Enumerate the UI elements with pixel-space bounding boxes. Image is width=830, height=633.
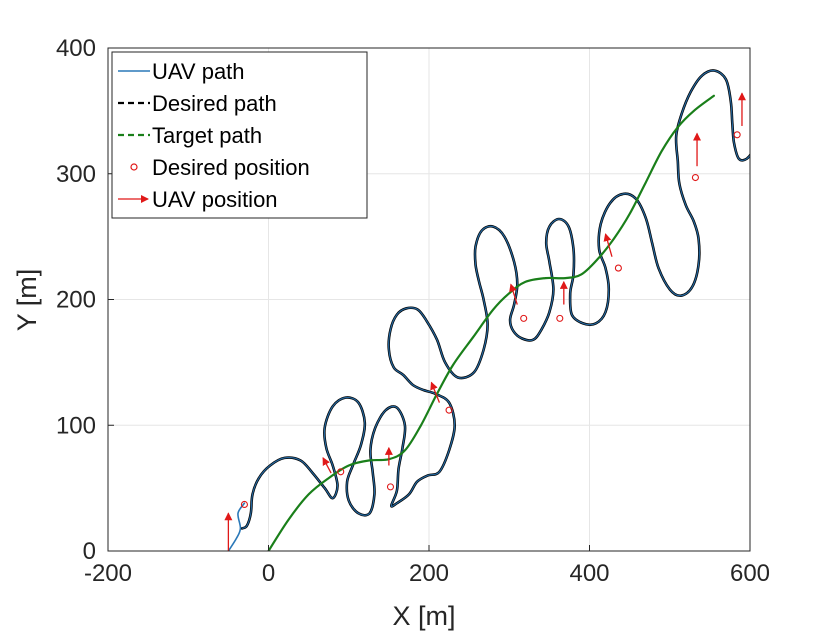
x-tick-label-2: 200 xyxy=(409,560,449,587)
desired-position-marker-1 xyxy=(337,468,345,476)
uav-path-line xyxy=(227,502,246,551)
y-tick-label-3: 300 xyxy=(56,161,96,188)
legend-label: Desired position xyxy=(152,155,310,180)
legend-label: Target path xyxy=(152,123,262,148)
legend-label: UAV path xyxy=(152,59,245,84)
x-tick-label-1: 0 xyxy=(262,560,275,587)
legend-entry-desired-position: Desired position xyxy=(130,155,310,180)
legend-entry-desired-path: Desired path xyxy=(118,91,277,116)
desired-position-marker-3 xyxy=(445,406,453,414)
desired-position-marker-6 xyxy=(614,264,622,272)
x-tick-label-3: 400 xyxy=(569,560,609,587)
legend-entry-uav-path: UAV path xyxy=(118,59,245,84)
uav-path-overlay-line xyxy=(241,69,750,529)
y-tick-label-2: 200 xyxy=(56,287,96,314)
uav-position-arrow-1 xyxy=(322,457,332,474)
legend-box xyxy=(111,51,368,219)
x-tick-label-0: -200 xyxy=(84,560,132,587)
desired-position-marker-0 xyxy=(240,500,248,509)
uav-position-arrow-4 xyxy=(509,283,518,305)
desired-position-marker-4 xyxy=(520,314,528,322)
uav-position-arrow-3 xyxy=(430,381,441,403)
legend-label: Desired path xyxy=(152,91,277,116)
y-tick-label-1: 100 xyxy=(56,412,96,439)
marker-layer xyxy=(224,92,746,551)
desired-position-marker-8 xyxy=(733,131,741,139)
y-axis-label: Y [m] xyxy=(12,269,42,332)
legend: UAV path Desired path Target path Desired p… xyxy=(111,51,368,219)
x-axis-label: X [m] xyxy=(392,601,455,631)
y-tick-label-4: 400 xyxy=(56,35,96,62)
x-tick-label-4: 600 xyxy=(730,560,770,587)
uav-position-arrow-6 xyxy=(603,233,613,257)
desired-position-marker-2 xyxy=(386,483,395,491)
target-path-line xyxy=(267,94,715,551)
legend-swatch xyxy=(130,163,138,171)
y-tick-label-0: 0 xyxy=(83,538,96,565)
legend-entry-target-path: Target path xyxy=(118,123,262,148)
desired-position-marker-7 xyxy=(691,173,699,182)
legend-entry-uav-position: UAV position xyxy=(118,187,278,212)
desired-position-marker-5 xyxy=(556,314,564,322)
legend-label: UAV position xyxy=(152,187,278,212)
series-layer xyxy=(227,69,750,551)
